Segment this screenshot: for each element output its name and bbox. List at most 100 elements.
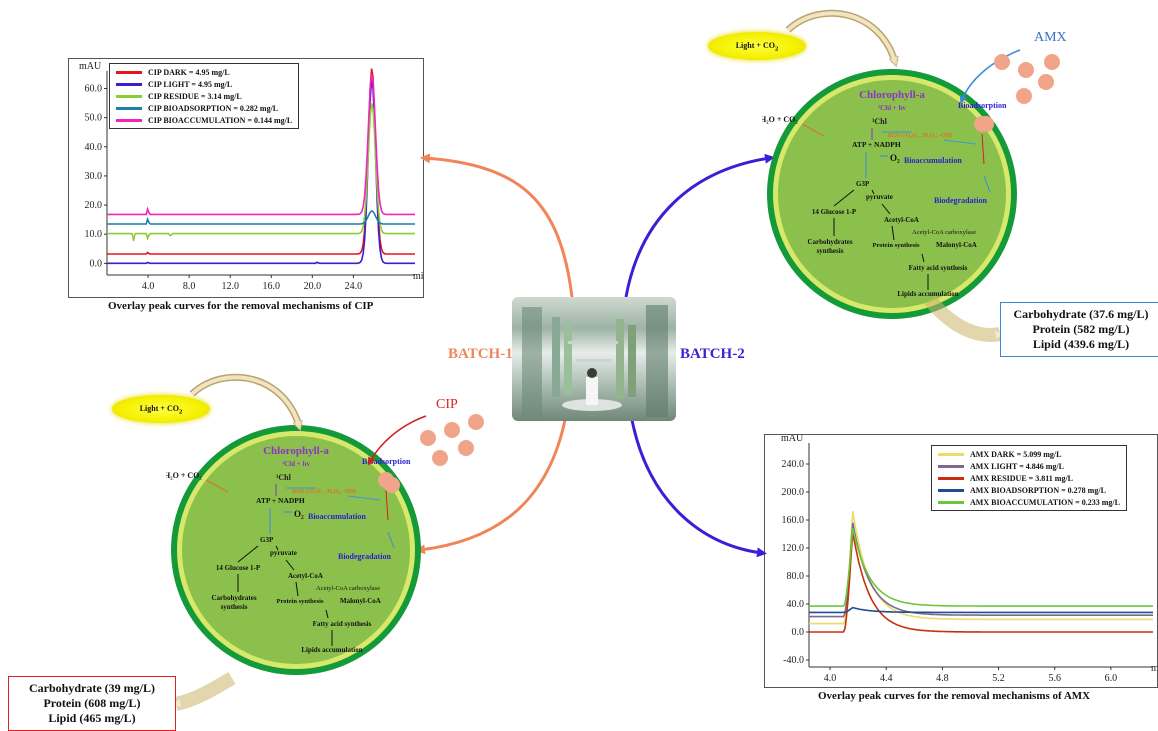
sun-arrow-top-fill xyxy=(786,11,897,63)
pyruvate-label: pyruvate xyxy=(270,549,297,557)
amx-legend: AMX DARK = 5.099 mg/L AMX LIGHT = 4.846 … xyxy=(931,445,1127,511)
sun-arrow-bottom-fill xyxy=(190,375,301,427)
y-tick-label: 40.0 xyxy=(787,599,805,610)
sun-arrow-top xyxy=(785,9,895,62)
light-sub: 2 xyxy=(774,45,779,53)
amx-legend-row: AMX RESIDUE = 3.811 mg/L xyxy=(938,472,1120,484)
x-axis-label: min xyxy=(1151,663,1157,674)
amx-legend-row: AMX DARK = 5.099 mg/L xyxy=(938,448,1120,460)
carbs-synthesis-label: synthesis xyxy=(221,603,248,611)
x-tick-label: 20.0 xyxy=(304,281,322,292)
carboxylase-label: Acetyl-CoA carboxylase xyxy=(912,229,976,236)
batch2-arc-to-amx-chart xyxy=(630,419,767,558)
lab-photo xyxy=(512,297,676,421)
x-tick-label: 4.8 xyxy=(936,673,949,684)
lab-photo-drawing xyxy=(522,305,668,417)
cip-chart: 0.0 10.0 20.0 30.0 40.0 50.0 60.0 4.0 8.0 12.0 16.… xyxy=(68,58,429,298)
fatty-label: Fatty acid synthesis xyxy=(909,264,968,272)
arrow-h2o-atp xyxy=(801,123,825,137)
arrow-malonyl-fatty xyxy=(921,253,925,263)
batch1-arc-to-cell xyxy=(415,419,567,555)
y-tick-label: 50.0 xyxy=(85,113,103,124)
cip-chart-svg: 0.0 10.0 20.0 30.0 40.0 50.0 60.0 4.0 8.0 12.0 16.… xyxy=(79,61,429,292)
amx-chart-svg: -40.0 0.0 40.0 80.0 120.0 160.0 200.0 240.0 4.0 4… xyxy=(781,433,1158,684)
series-line-2 xyxy=(809,531,1153,633)
x-tick-label: 6.0 xyxy=(1105,673,1118,684)
arrow-g3p-glucose xyxy=(237,545,259,563)
protein-label: Protein synthesis xyxy=(872,242,919,249)
bioadsorption-label: Bioadsorption xyxy=(958,101,1007,110)
series-line-0 xyxy=(107,68,415,255)
arrow-bio-degrade xyxy=(983,175,991,193)
y-tick-label: -40.0 xyxy=(783,655,804,666)
pyruvate-label: pyruvate xyxy=(866,193,893,201)
batch2-label: BATCH-2 xyxy=(680,346,745,362)
light-co2-ellipse-bottom: Light + CO2 xyxy=(112,395,210,423)
chlorophyll-label: Chlorophyll-a xyxy=(859,89,925,101)
glucose-label: 14 Glucose 1-P xyxy=(812,208,857,216)
o2-label: O₂ xyxy=(890,153,900,163)
x-tick-label: 4.0 xyxy=(824,673,837,684)
light-label: Light + CO xyxy=(735,41,775,50)
arrow-g3p-glucose xyxy=(833,189,855,207)
bioaccumulation-label: Bioaccumulation xyxy=(308,512,366,521)
series-line-4 xyxy=(809,528,1153,607)
batch2-arc-to-cell xyxy=(624,153,775,298)
chl3-label: ³Chl xyxy=(872,117,888,126)
x-tick-label: 16.0 xyxy=(263,281,281,292)
acetyl-label: Acetyl-CoA xyxy=(288,572,323,580)
arrow-bio-down xyxy=(981,133,985,165)
g3p-label: G3P xyxy=(856,180,870,188)
result-protein-batch1: Protein (608 mg/L) xyxy=(43,696,141,710)
atp-label: ATP + NADPH xyxy=(256,496,305,505)
series-line-4 xyxy=(107,74,415,216)
arrow-acetyl-protein xyxy=(295,581,299,597)
x-axis-label: min xyxy=(413,271,423,282)
arrow-ros-bio xyxy=(347,495,381,501)
algal-cell-batch1: Chlorophyll-a ¹Chl + hv ³Chl H₂O + CO₂ ROS (… xyxy=(166,425,421,675)
h2o-co2-label: H₂O + CO₂ xyxy=(166,471,202,480)
amx-chart: -40.0 0.0 40.0 80.0 120.0 160.0 200.0 240.0 4.0 4… xyxy=(764,433,1158,688)
carboxylase-label: Acetyl-CoA carboxylase xyxy=(316,585,380,592)
cip-legend-row: CIP LIGHT = 4.95 mg/L xyxy=(116,78,292,90)
chl-hv-label: ¹Chl + hv xyxy=(282,460,310,468)
batch1-arc-to-cip-chart xyxy=(420,153,574,298)
arrow-bio-down xyxy=(385,489,389,521)
y-tick-label: 20.0 xyxy=(85,200,103,211)
x-tick-label: 5.2 xyxy=(992,673,1005,684)
cip-caption: Overlay peak curves for the removal mech… xyxy=(108,300,374,312)
fatty-label: Fatty acid synthesis xyxy=(313,620,372,628)
arrow-malonyl-fatty xyxy=(325,609,329,619)
cip-legend-row: CIP BIOACCUMULATION = 0.144 mg/L xyxy=(116,114,292,126)
result-protein-batch2: Protein (582 mg/L) xyxy=(1032,322,1130,336)
x-tick-label: 24.0 xyxy=(345,281,363,292)
biodegradation-label: Biodegradation xyxy=(934,196,987,205)
protein-label: Protein synthesis xyxy=(276,598,323,605)
y-tick-label: 10.0 xyxy=(85,229,103,240)
result-box-batch1: Carbohydrate (39 mg/L) Protein (608 mg/L… xyxy=(8,676,176,731)
batch1-label: BATCH-1 xyxy=(448,346,513,362)
arrow-pyruvate-acetyl xyxy=(285,559,295,571)
glucose-label: 14 Glucose 1-P xyxy=(216,564,261,572)
acetyl-label: Acetyl-CoA xyxy=(884,216,919,224)
y-tick-label: 120.0 xyxy=(782,543,805,554)
amx-legend-row: AMX BIOADSORPTION = 0.278 mg/L xyxy=(938,484,1120,496)
cip-legend-row: CIP BIOADSORPTION = 0.282 mg/L xyxy=(116,102,292,114)
series-line-1 xyxy=(809,522,1153,618)
result-arrow-bottom xyxy=(176,671,236,711)
series-line-3 xyxy=(809,606,1153,614)
lipids-label: Lipids accumulation xyxy=(301,646,362,654)
cip-legend-row: CIP DARK = 4.95 mg/L xyxy=(116,66,292,78)
y-tick-label: 40.0 xyxy=(85,142,103,153)
y-tick-label: 30.0 xyxy=(85,171,103,182)
y-tick-label: 60.0 xyxy=(85,83,103,94)
x-tick-label: 4.4 xyxy=(880,673,893,684)
h2o-co2-label: H₂O + CO₂ xyxy=(762,115,798,124)
internal-drug-particle xyxy=(974,116,990,132)
y-tick-label: 0.0 xyxy=(90,258,103,269)
chlorophyll-label: Chlorophyll-a xyxy=(263,445,329,457)
y-tick-label: 160.0 xyxy=(782,515,805,526)
bioaccumulation-label: Bioaccumulation xyxy=(904,156,962,165)
algal-cell-batch2: Chlorophyll-a ¹Chl + hv ³Chl H₂O + CO₂ ROS (… xyxy=(762,69,1017,319)
cip-legend-row: CIP RESIDUE = 3.14 mg/L xyxy=(116,90,292,102)
